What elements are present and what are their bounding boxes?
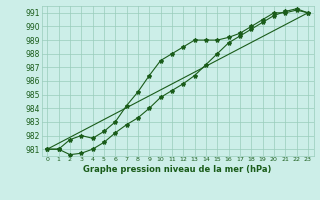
- X-axis label: Graphe pression niveau de la mer (hPa): Graphe pression niveau de la mer (hPa): [84, 165, 272, 174]
